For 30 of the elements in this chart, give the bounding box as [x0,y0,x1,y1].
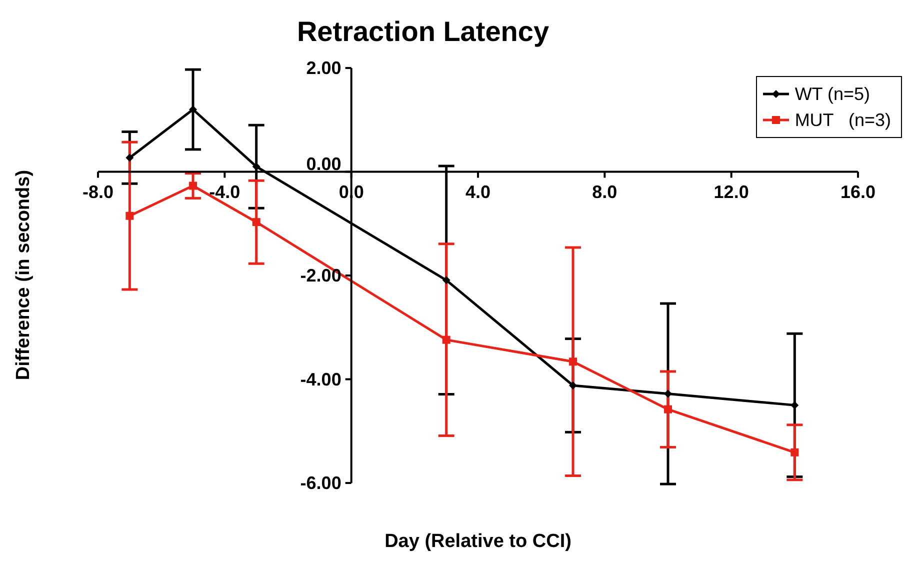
point [126,154,134,162]
x-tick-label: 12.0 [714,182,749,202]
x-tick-label: 4.0 [465,182,491,202]
point [252,162,260,171]
point [126,212,134,220]
point [664,390,672,398]
x-tick-label: -8.0 [82,182,114,202]
point [569,381,577,390]
y-axis-title: Difference (in seconds) [13,168,35,382]
point [189,106,197,114]
point [442,336,450,344]
chart-title: Retraction Latency [296,16,550,48]
point [790,401,799,410]
x-tick-label: -4.0 [209,182,240,202]
y-tick-label: -4.00 [300,369,342,390]
point [189,182,197,190]
x-tick-label: 8.0 [592,182,618,202]
point [664,405,672,414]
y-tick-label: -6.00 [300,473,342,493]
y-tick-label: 2.00 [306,58,342,78]
x-axis-title: Day (Relative to CCI) [384,531,572,553]
point [442,276,450,284]
point [790,448,799,456]
legend-label: WT (n=5) [794,83,870,106]
point [252,218,260,226]
y-tick-label: -2.00 [300,266,342,286]
y-tick-label: 0.00 [306,154,342,174]
legend-label: MUT (n=3) [794,109,891,132]
point [569,358,577,366]
x-tick-label: 16.0 [840,182,876,202]
